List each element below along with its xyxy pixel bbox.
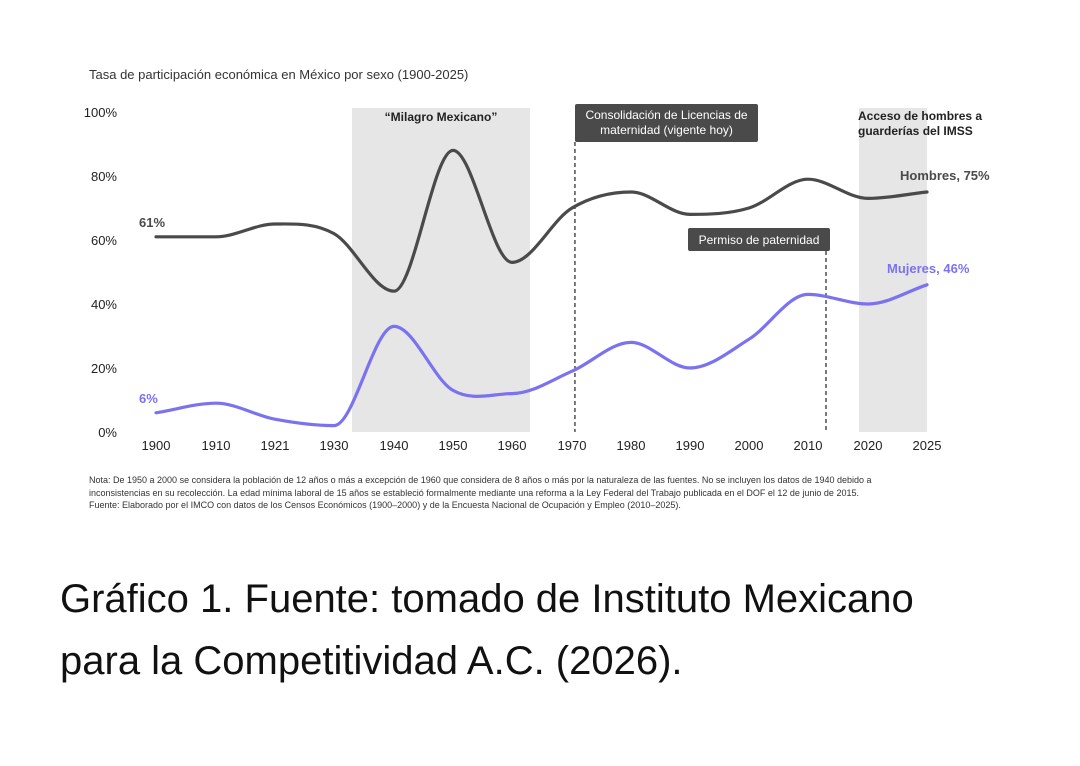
chart: Consolidación de Licencias dematernidad … [84,67,990,453]
note-line-2: inconsistencias en su recolección. La ed… [89,487,859,498]
x-tick-2020: 2020 [854,438,883,453]
x-tick-2025: 2025 [913,438,942,453]
figure-caption: Gráfico 1. Fuente: tomado de Instituto M… [60,568,1060,692]
annotation-text-1-2: maternidad (vigente hoy) [600,123,733,137]
x-tick-1930: 1930 [320,438,349,453]
x-tick-1921: 1921 [261,438,290,453]
start-label-hombres: 61% [139,215,165,230]
axes: 0% 20% 40% 60% 80% 100% 1900 1910 1921 1930 1940 19… [84,105,942,453]
annotation-box-1 [575,104,758,142]
series-lines [154,148,929,428]
x-tick-2000: 2000 [735,438,764,453]
series-line-mujeres [154,283,929,428]
x-tick-1900: 1900 [142,438,171,453]
x-tick-1910: 1910 [202,438,231,453]
shaded-period-2 [859,108,927,432]
caption-line-1: Gráfico 1. Fuente: tomado de Instituto M… [60,577,914,621]
end-label-hombres: Hombres, 75% [900,168,990,183]
start-label-mujeres: 6% [139,391,158,406]
y-tick-80: 80% [91,169,117,184]
annotation-text-1-1: Consolidación de Licencias de [585,108,747,122]
shaded-period-1 [352,108,530,432]
y-tick-20: 20% [91,361,117,376]
chart-notes: Nota: De 1950 a 2000 se considera la pob… [89,474,989,512]
y-tick-100: 100% [84,105,118,120]
x-tick-1970: 1970 [558,438,587,453]
caption-line-2: para la Competitividad A.C. (2026). [60,639,683,683]
x-tick-1940: 1940 [380,438,409,453]
note-line-1: Nota: De 1950 a 2000 se considera la pob… [89,475,872,485]
shaded-label-guarderias-2: guarderías del IMSS [858,124,973,138]
y-tick-0: 0% [98,425,117,440]
annotation-text-2-1: Permiso de paternidad [699,233,820,247]
x-tick-1960: 1960 [498,438,527,453]
shaded-periods [352,108,927,432]
x-tick-1990: 1990 [676,438,705,453]
end-label-mujeres: Mujeres, 46% [887,261,970,276]
note-line-3: Fuente: Elaborado por el IMCO con datos … [89,500,681,510]
y-tick-60: 60% [91,233,117,248]
annotation-box-2 [688,228,830,251]
x-tick-1980: 1980 [617,438,646,453]
x-tick-1950: 1950 [439,438,468,453]
shaded-label-guarderias-1: Acceso de hombres a [858,109,982,123]
chart-title: Tasa de participación económica en Méxic… [89,67,468,82]
series-line-hombres [154,148,929,293]
labels: “Milagro Mexicano” Acceso de hombres agua… [139,109,990,406]
x-tick-2010: 2010 [794,438,823,453]
y-tick-40: 40% [91,297,117,312]
shaded-label-milagro: “Milagro Mexicano” [385,110,498,124]
annotations: Consolidación de Licencias dematernidad … [574,104,830,432]
